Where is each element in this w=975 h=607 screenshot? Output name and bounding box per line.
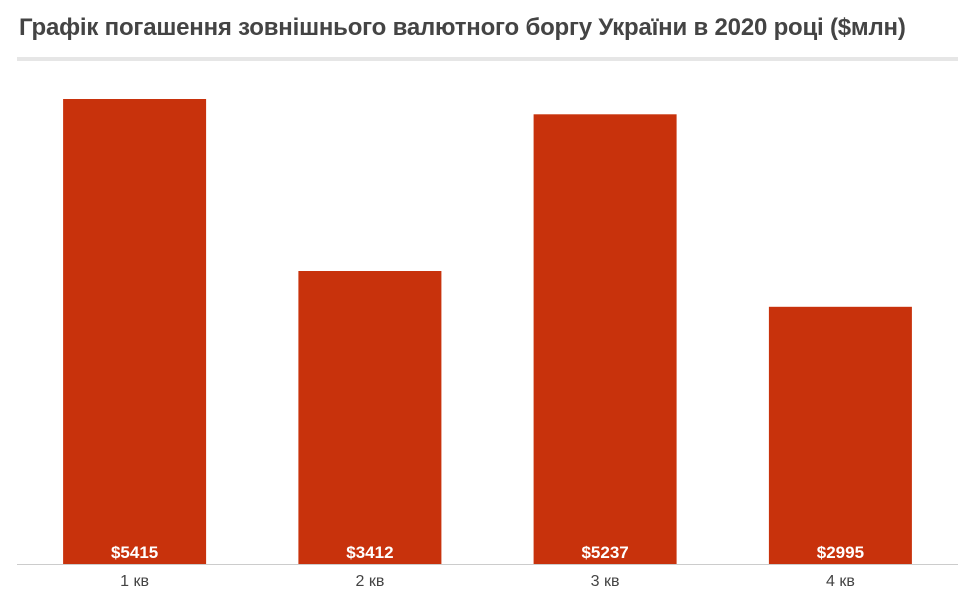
bar-value-label-1: $5415 — [111, 543, 158, 562]
bar-3 — [533, 114, 677, 565]
bar-value-label-3: $5237 — [581, 543, 628, 562]
x-tick-label-1: 1 кв — [120, 573, 149, 590]
bar-value-label-4: $2995 — [817, 543, 864, 562]
bar-4 — [768, 306, 912, 564]
x-tick-labels: 1 кв 2 кв 3 кв 4 кв — [120, 573, 855, 590]
bar-1 — [63, 99, 207, 564]
chart-title: Графік погашення зовнішнього валютного б… — [19, 14, 906, 41]
x-tick-label-4: 4 кв — [826, 573, 855, 590]
bars-layer: $5415 $3412 $5237 $2995 — [63, 99, 912, 565]
bar-value-label-2: $3412 — [346, 543, 393, 562]
x-tick-label-3: 3 кв — [591, 573, 620, 590]
title-divider — [17, 57, 958, 61]
x-tick-label-2: 2 кв — [355, 573, 384, 590]
bar-2 — [298, 271, 442, 564]
